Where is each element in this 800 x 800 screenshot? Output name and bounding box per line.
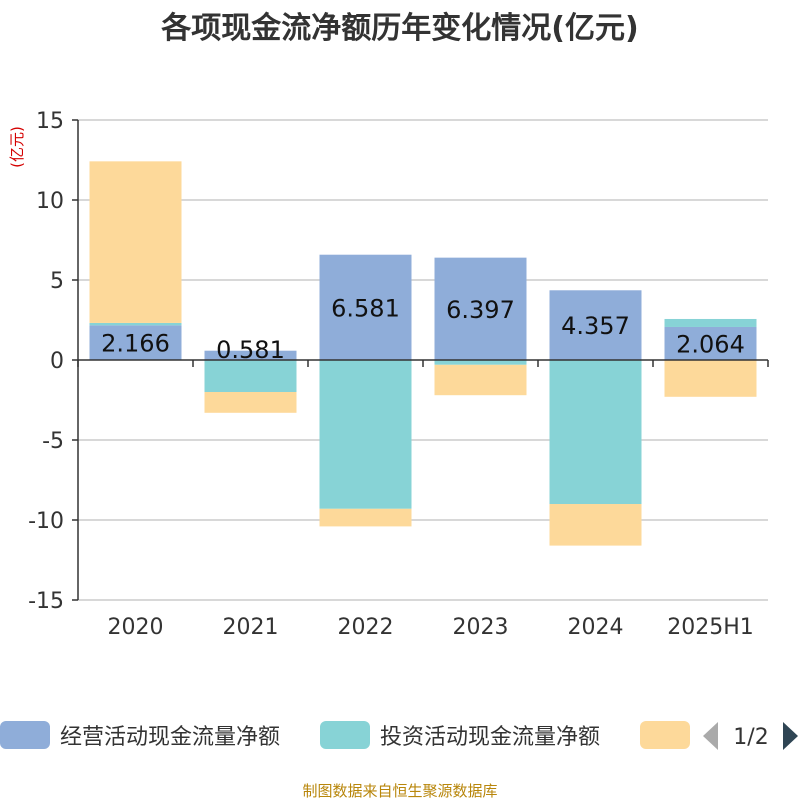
bar-2023-series-2[interactable] <box>434 360 527 365</box>
chart-title: 各项现金流净额历年变化情况(亿元) <box>160 11 638 46</box>
bar-2021-series-3[interactable] <box>204 392 297 413</box>
bar-2020-series-1[interactable] <box>89 325 182 360</box>
y-axis-unit: (亿元) <box>8 126 26 168</box>
x-tick-label-2024: 2024 <box>568 615 624 640</box>
x-tick-label-2022: 2022 <box>338 615 394 640</box>
x-tick-label-2025H1: 2025H1 <box>667 615 754 640</box>
bar-2022-series-2[interactable] <box>319 360 412 509</box>
legend-swatch-1[interactable] <box>0 721 50 749</box>
legend-label-1[interactable]: 经营活动现金流量净额 <box>60 725 280 750</box>
legend-label-2[interactable]: 投资活动现金流量净额 <box>380 725 600 750</box>
legend-page-indicator: 1/2 <box>733 725 768 750</box>
bar-2022-series-1[interactable] <box>319 254 412 360</box>
bar-2022-series-3[interactable] <box>319 508 412 527</box>
bar-2025H1-series-1[interactable] <box>664 326 757 360</box>
y-tick-label: -5 <box>42 429 64 454</box>
legend-pager: 1/2 <box>703 722 798 750</box>
x-tick-label-2023: 2023 <box>453 615 509 640</box>
bar-2025H1-series-2[interactable] <box>664 318 757 327</box>
bar-2023-series-1[interactable] <box>434 257 527 360</box>
bar-2023-series-3[interactable] <box>434 364 527 396</box>
y-tick-label: 0 <box>50 349 64 374</box>
y-tick-label: 10 <box>36 189 64 214</box>
legend-swatch-3[interactable] <box>640 721 690 749</box>
bar-2020-series-2[interactable] <box>89 322 182 326</box>
legend: 经营活动现金流量净额 投资活动现金流量净额 <box>0 721 690 750</box>
data-label-2024: 4.357 <box>561 312 630 340</box>
data-label-2021: 0.581 <box>216 336 285 364</box>
bar-2025H1-series-3[interactable] <box>664 360 757 397</box>
bar-2024-series-3[interactable] <box>549 504 642 546</box>
bar-2021-series-2[interactable] <box>204 360 297 392</box>
grid-lines <box>78 119 768 601</box>
x-tick-label-2021: 2021 <box>223 615 279 640</box>
data-source: 制图数据来自恒生聚源数据库 <box>302 782 497 800</box>
y-tick-label: 15 <box>36 109 64 134</box>
legend-swatch-2[interactable] <box>320 721 370 749</box>
data-label-2025H1: 2.064 <box>676 330 745 358</box>
data-label-2022: 6.581 <box>331 294 400 322</box>
x-tick-label-2020: 2020 <box>108 615 164 640</box>
data-label-2023: 6.397 <box>446 296 515 324</box>
data-label-2020: 2.166 <box>101 330 170 358</box>
prev-page-icon[interactable] <box>703 722 718 750</box>
data-labels: 2.166 0.581 6.581 6.397 4.357 2.064 <box>101 294 745 364</box>
bar-2024-series-1[interactable] <box>549 290 642 360</box>
axes: 15 10 5 0 -5 -10 -15 2020 2021 2022 2023 2024 2025H1 <box>28 109 769 640</box>
y-tick-label: -15 <box>28 589 64 614</box>
bar-2021-series-1[interactable] <box>204 350 297 360</box>
bar-2024-series-2[interactable] <box>549 360 642 504</box>
y-tick-label: -10 <box>28 509 64 534</box>
y-tick-label: 5 <box>50 269 64 294</box>
bar-2020-series-3[interactable] <box>89 161 182 323</box>
bars <box>89 161 757 546</box>
next-page-icon[interactable] <box>783 722 798 750</box>
